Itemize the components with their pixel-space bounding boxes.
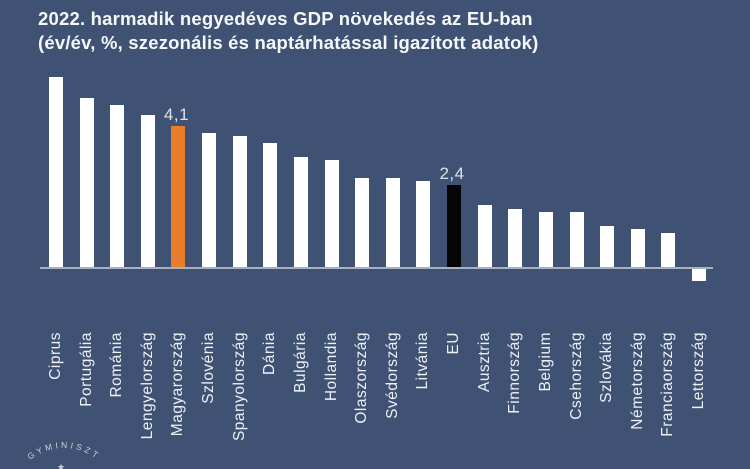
value-label-eu: 2,4 [439,163,465,183]
chart-title: 2022. harmadik negyedéves GDP növekedés … [38,7,538,55]
x-label-magyarorszag: Magyarország [169,332,187,437]
chart-title-line1: 2022. harmadik negyedéves GDP növekedés … [38,8,533,29]
svg-text:GYMINISZT: GYMINISZT [25,440,102,462]
bar-belgium [538,212,553,268]
ministry-logo: GYMINISZT ★ [25,440,102,469]
bar-lengyelorszag [140,115,155,268]
bar-franciaorszag [661,232,676,268]
bar-hollandia [324,160,339,268]
x-label-ciprus: Ciprus [47,332,64,380]
x-label-romania: Románia [108,332,126,398]
bar-olaszorszag [355,177,370,268]
x-label-szlovakia: Szlovákia [598,332,616,403]
x-label-spanyolorszag: Spanyolország [230,332,248,442]
bar-spanyolorszag [232,136,247,268]
x-label-svedorszag: Svédország [383,332,401,419]
x-label-finnorszag: Finnország [506,332,524,414]
bar-romania [110,105,125,268]
bar-csehorszag [569,212,584,268]
x-label-eu: EU [445,332,463,355]
x-label-bulgaria: Bulgária [291,332,309,393]
ministry-logo-star-icon: ★ [57,462,65,469]
value-label-magyarorszag: 4,1 [163,104,190,124]
ministry-logo-arc-text: GYMINISZT [25,440,99,462]
bar-svedorszag [385,177,400,268]
bar-szlovakia [600,226,615,268]
bar-bulgaria [293,156,308,268]
x-label-hollandia: Hollandia [322,332,340,402]
x-label-franciaorszag: Franciaország [659,332,677,437]
bar-ciprus [49,77,63,268]
x-label-lengyelorszag: Lengyelország [138,332,156,440]
bar-ausztria [477,205,492,268]
bar-litvania [416,181,431,268]
bar-lettorszag [692,267,707,282]
x-label-lettorszag: Lettország [690,332,708,410]
chart-title-line2: (év/év, %, szezonális és naptárhatással … [38,32,539,53]
x-label-litvania: Litvánia [414,332,432,390]
x-label-csehorszag: Csehország [567,332,585,420]
x-label-ausztria: Ausztria [475,332,493,392]
bar-portugalia [79,98,94,268]
x-label-dania: Dánia [261,332,279,375]
bar-eu [447,184,462,268]
x-axis-baseline [40,267,713,269]
x-label-olaszorszag: Olaszország [353,332,371,424]
x-label-portugalia: Portugália [77,332,95,407]
x-label-nemetorszag: Németország [628,332,646,430]
bar-nemetorszag [630,229,645,268]
bar-magyarorszag [171,125,186,268]
bar-dania [263,143,278,268]
x-label-belgium: Belgium [536,332,554,392]
bar-finnorszag [508,208,523,268]
x-label-szlovenia: Szlovénia [200,332,218,404]
bar-szlovenia [202,132,217,268]
